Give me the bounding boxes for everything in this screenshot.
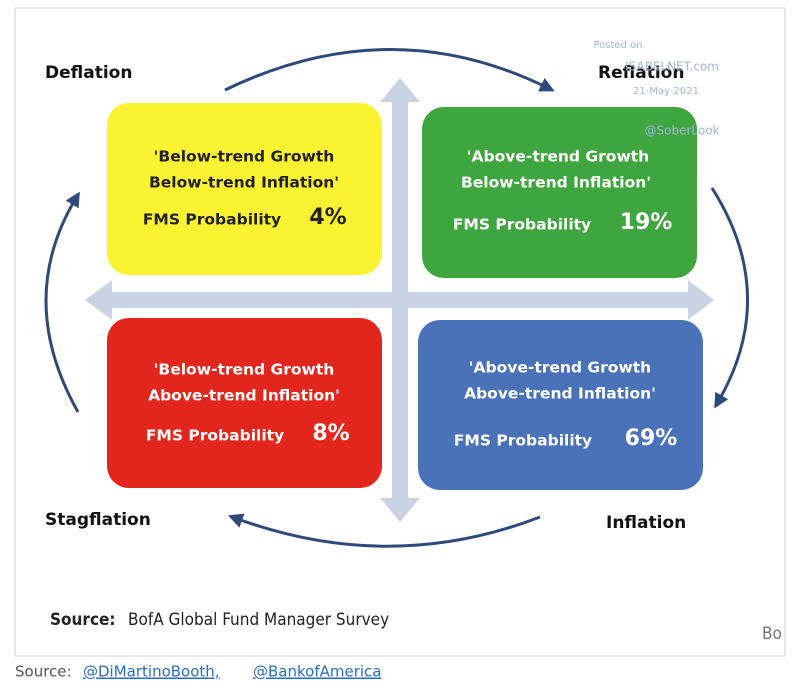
watermark: ISABELNET.com [625, 60, 719, 74]
probability-label: FMS Probability [453, 216, 591, 234]
probability-label: FMS Probability [143, 211, 281, 229]
quadrant-box [422, 107, 697, 278]
quadrant-line: 'Below-trend Growth [154, 361, 335, 379]
corner-label: Stagflation [45, 510, 151, 530]
probability-label: FMS Probability [454, 432, 592, 450]
probability-value: 4% [309, 205, 346, 230]
quadrant-line: Above-trend Inflation' [464, 385, 656, 403]
watermark: Posted on [593, 40, 642, 51]
quadrant-line: 'Below-trend Growth [154, 148, 335, 166]
quadrant-line: Below-trend Inflation' [461, 174, 651, 192]
quadrant-line: Above-trend Inflation' [148, 387, 340, 405]
footer-link[interactable]: @BankofAmerica [253, 663, 381, 681]
footer-link[interactable]: @DiMartinoBooth, [83, 663, 220, 681]
watermark: 21-May-2021 [633, 86, 699, 97]
source-text: BofA Global Fund Manager Survey [128, 610, 389, 630]
probability-label: FMS Probability [146, 427, 284, 445]
probability-value: 19% [620, 210, 673, 235]
corner-label: Deflation [45, 63, 132, 83]
corner-label: Reflation [598, 63, 684, 83]
cycle-arrows [44, 48, 749, 548]
footer-label: Source: [15, 663, 72, 681]
quadrant-line: Below-trend Inflation' [149, 174, 339, 192]
probability-value: 69% [625, 426, 678, 451]
source-label: Source: [50, 610, 116, 630]
corner-label: Inflation [606, 513, 686, 533]
quadrant-line: 'Above-trend Growth [467, 148, 649, 166]
quadrant-box [107, 103, 382, 275]
watermark: @SoberLook [645, 124, 720, 138]
quadrant-line: 'Above-trend Growth [469, 359, 651, 377]
quadrant-box [107, 318, 382, 488]
quadrant-box [418, 320, 703, 490]
probability-value: 8% [312, 421, 349, 446]
axes [85, 78, 714, 522]
source-cut: Bo [762, 624, 782, 644]
